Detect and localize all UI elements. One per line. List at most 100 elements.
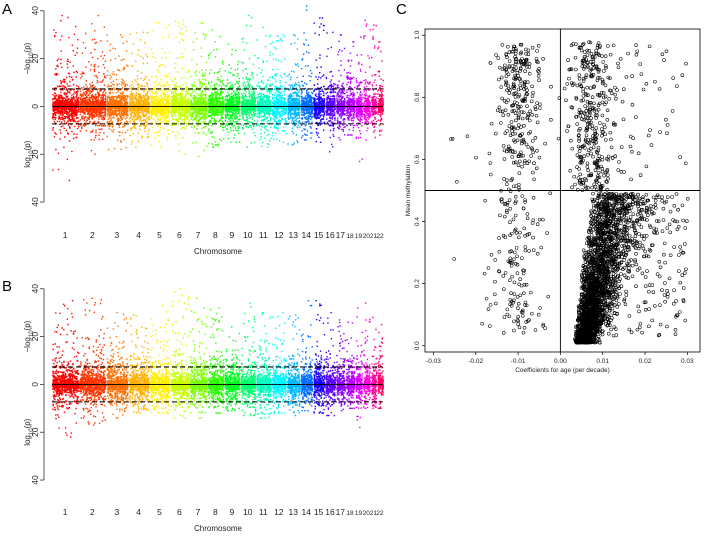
chromosome-markers [313,300,326,414]
chromosome-markers [170,19,190,155]
y-tick-label: 40 [30,197,40,207]
chromosome-markers [363,19,371,141]
chromosome-points-16 [325,312,337,417]
chromosome-points-14 [300,5,314,141]
chromosome-markers [128,314,151,414]
x-tick-label: 0.00 [554,358,567,365]
chromosome-markers [240,302,257,417]
chromosome-markers [224,326,241,412]
x-tick-label: 3 [114,230,119,240]
y-tick-label: 0 [30,104,40,109]
x-axis-title: Chromosome [194,247,243,256]
x-tick-label: 15 [314,230,324,240]
x-tick-label: 13 [289,507,299,517]
chromosome-markers [313,17,326,143]
chromosome-points-10 [240,302,257,417]
x-tick-label: 20 [363,233,371,240]
x-tick-label: 8 [213,507,218,517]
x-tick-label: 18 [346,510,354,517]
chromosome-points-8 [207,307,225,414]
chromosome-points-21 [371,24,378,139]
x-tick-label: 8 [213,230,218,240]
chromosome-markers [371,316,378,409]
y-tick-label: 20 [30,54,40,64]
chromosome-markers [224,43,241,143]
chromosome-markers [300,300,314,412]
x-tick-label: 13 [289,230,299,240]
chromosome-markers [52,300,80,438]
y-axis-title-bottom: log10(p) [23,418,35,445]
chromosome-markers [207,307,225,414]
y-axis-title-top: −log10(p) [23,42,35,74]
chromosome-points-2 [79,14,107,155]
x-tick-label: 11 [259,230,268,240]
x-tick-label: 0.03 [681,358,694,365]
x-tick-label: 16 [325,230,335,240]
chromosome-points-6 [170,19,190,155]
chromosome-markers [336,34,346,141]
panel-label-c: C [396,1,407,18]
chromosome-points-13 [287,314,301,417]
x-tick-label: 12 [274,507,284,517]
x-tick-label: 9 [229,230,234,240]
y-tick-label: 0.2 [414,279,421,288]
x-tick-label: 18 [346,233,354,240]
x-tick-label: -0.03 [426,358,441,365]
chromosome-points-5 [150,304,171,414]
x-tick-label: 20 [363,510,371,517]
y-tick-label: 1.0 [414,30,421,39]
x-tick-label: 14 [302,507,312,517]
x-tick-label: -0.02 [468,358,483,365]
x-tick-label: 17 [336,230,346,240]
chromosome-markers [256,312,272,419]
chromosome-points-3 [106,312,129,419]
panel-label-b: B [2,278,12,295]
chromosome-points-5 [150,22,171,148]
chromosome-markers [300,5,314,141]
chromosome-points-4 [128,314,151,414]
chromosome-markers [346,321,356,409]
y-tick-label: 40 [30,6,40,16]
y-axis-title-top: −log10(p) [23,320,35,352]
chromosome-points-19 [355,307,363,429]
chromosome-markers [150,304,171,414]
chromosome-points-15 [313,17,326,143]
chromosome-markers [150,22,171,148]
scatter-points [449,40,690,345]
y-tick-label: 0.8 [414,92,421,101]
x-tick-label: 5 [157,507,162,517]
x-tick-label: 17 [336,507,346,517]
chromosome-points-9 [224,326,241,412]
chromosome-points-18 [346,321,356,409]
chromosome-markers [355,36,363,163]
chromosome-points-1 [52,14,80,182]
chromosome-points-7 [189,22,208,158]
x-tick-label: 16 [325,507,335,517]
y-tick-label: 0 [30,382,40,387]
chromosome-markers [325,312,337,417]
x-tick-label: 19 [355,233,363,240]
x-tick-label: 7 [196,230,201,240]
chromosome-points-19 [355,36,363,163]
chromosome-markers [371,24,378,139]
chromosome-markers [240,14,257,148]
chromosome-points-3 [106,34,129,151]
x-tick-label: 7 [196,507,201,517]
manhattan-points [52,5,384,182]
x-tick-label: 22 [376,233,384,240]
chromosome-points-10 [240,14,257,148]
x-tick-label: 5 [157,230,162,240]
x-tick-label: -0.01 [511,358,526,365]
chromosome-points-11 [256,312,272,419]
chromosome-points-6 [170,288,190,419]
x-tick-label: 15 [314,507,324,517]
y-tick-label: 20 [30,427,40,437]
x-tick-label: 4 [136,230,141,240]
scatter-plot-c: -0.03 -0.02 -0.01 0.00 0.01 0.02 0.03 0.0 0.2 0.4… [405,28,701,374]
chromosome-markers [79,297,107,426]
chromosome-markers [325,31,337,153]
y-tick-label: 40 [30,475,40,485]
